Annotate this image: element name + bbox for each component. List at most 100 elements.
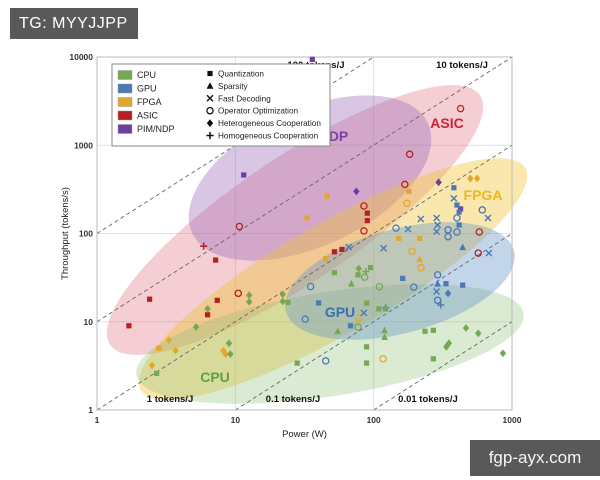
data-point — [279, 290, 286, 299]
region-ellipse-fpga — [138, 158, 528, 400]
data-point — [433, 228, 441, 236]
legend-hardware-label: PIM/NDP — [137, 124, 175, 134]
data-point — [462, 324, 470, 332]
data-point — [499, 349, 507, 358]
data-point — [214, 297, 220, 303]
data-point — [484, 214, 492, 222]
data-point — [354, 314, 363, 322]
watermark-text: fgp-ayx.com — [488, 448, 582, 467]
legend-hardware-label: ASIC — [137, 111, 159, 121]
data-point — [404, 225, 412, 233]
data-point — [473, 174, 481, 183]
data-point — [430, 356, 436, 362]
hardware-regions — [106, 85, 528, 404]
data-point — [331, 249, 337, 255]
data-point — [443, 342, 450, 351]
data-point — [396, 235, 402, 241]
data-point — [410, 283, 418, 291]
data-point — [227, 350, 234, 358]
data-point — [364, 210, 370, 216]
data-point — [192, 323, 200, 331]
data-point — [355, 264, 362, 273]
data-point — [321, 357, 330, 365]
data-point — [207, 70, 213, 77]
data-point — [459, 243, 467, 251]
data-point — [478, 206, 487, 214]
region-ellipse-asic — [106, 85, 484, 355]
data-point — [306, 282, 315, 291]
data-point — [206, 94, 214, 102]
data-point — [241, 172, 247, 178]
efficiency-line — [235, 233, 513, 411]
data-point — [126, 323, 132, 329]
data-point — [434, 279, 442, 287]
region-ellipse-cpu — [136, 284, 524, 404]
legend-swatch — [117, 83, 133, 94]
x-axis-title: Power (W) — [282, 429, 327, 440]
y-tick-label: 10 — [84, 317, 94, 327]
data-point — [360, 227, 368, 235]
data-point — [331, 270, 337, 276]
data-point — [148, 361, 156, 370]
data-point — [309, 56, 315, 62]
data-point — [360, 309, 368, 317]
data-point — [381, 333, 389, 340]
legend-technique-label: Sparsity — [218, 82, 248, 91]
legend-hardware-label: FPGA — [137, 97, 162, 107]
data-point — [437, 301, 445, 309]
efficiency-label: 0.01 tokens/J — [398, 394, 458, 405]
data-point — [235, 222, 244, 231]
data-point — [364, 300, 370, 306]
data-point — [364, 344, 370, 350]
watermark: fgp-ayx.com — [470, 440, 600, 476]
y-tick-label: 1 — [88, 405, 93, 415]
y-axis-title: Throughput (tokens/s) — [60, 187, 71, 280]
data-point — [433, 288, 441, 296]
data-point — [380, 244, 388, 252]
y-tick-label: 10000 — [69, 52, 93, 62]
data-point — [456, 209, 462, 215]
data-point — [206, 82, 214, 89]
data-point — [355, 272, 361, 278]
data-point — [165, 336, 172, 344]
window-title: TG: MYYJJPP — [19, 14, 128, 32]
data-point — [316, 300, 322, 306]
plot-border — [96, 56, 513, 411]
data-point — [154, 370, 160, 376]
data-point — [206, 119, 214, 127]
data-point — [405, 150, 414, 159]
data-point — [204, 304, 211, 313]
data-point — [172, 346, 179, 355]
data-point — [304, 215, 310, 221]
data-point — [246, 297, 253, 306]
legend-swatch — [117, 124, 133, 134]
data-point — [323, 255, 329, 262]
data-point — [212, 257, 219, 263]
data-point — [417, 215, 425, 223]
hardware-label: FPGA — [464, 187, 503, 203]
efficiency-line — [96, 56, 513, 323]
data-point — [451, 185, 457, 191]
x-tick-label: 100 — [367, 415, 381, 425]
data-point — [222, 350, 229, 358]
data-point — [408, 247, 416, 255]
efficiency-label: 0.1 tokens/J — [266, 394, 320, 405]
data-point — [294, 360, 300, 366]
data-point — [200, 242, 208, 250]
data-point — [433, 296, 442, 305]
data-point — [403, 199, 411, 208]
data-point — [301, 315, 309, 323]
legend-swatch — [117, 97, 133, 107]
x-tick-label: 10 — [231, 415, 241, 425]
legend-swatch — [117, 110, 133, 121]
data-point — [434, 221, 442, 229]
data-point — [364, 360, 370, 366]
legend-swatch — [117, 70, 133, 80]
hardware-label: GPU — [325, 304, 355, 320]
data-point — [339, 246, 345, 253]
data-point — [450, 194, 458, 202]
efficiency-label: 1 tokens/J — [147, 394, 193, 405]
data-point — [433, 271, 442, 279]
data-point — [433, 214, 441, 222]
